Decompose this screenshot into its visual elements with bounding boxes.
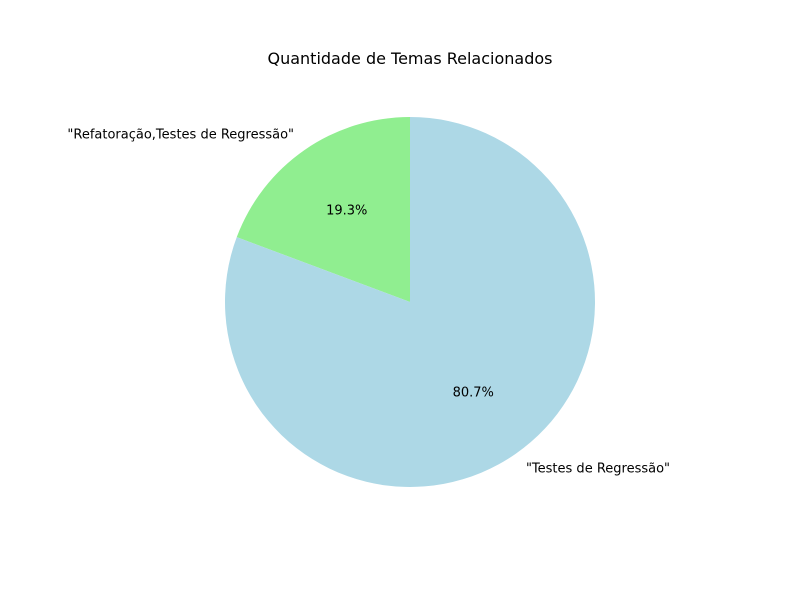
pie-labels: 19.3% "Refatoração,Testes de Regressão" 80…: [67, 127, 670, 476]
pie-slice-0: [236, 117, 410, 302]
pie-category-label-1: "Testes de Regressão": [526, 462, 670, 477]
pie-pct-label-1: 80.7%: [453, 386, 494, 401]
pie-slices: [224, 117, 596, 487]
pie-category-label-0: "Refatoração,Testes de Regressão": [67, 127, 294, 142]
pie-pct-label-0: 19.3%: [326, 203, 367, 218]
chart-title: Quantidade de Temas Relacionados: [268, 49, 553, 68]
pie-slice-1: [224, 117, 596, 487]
